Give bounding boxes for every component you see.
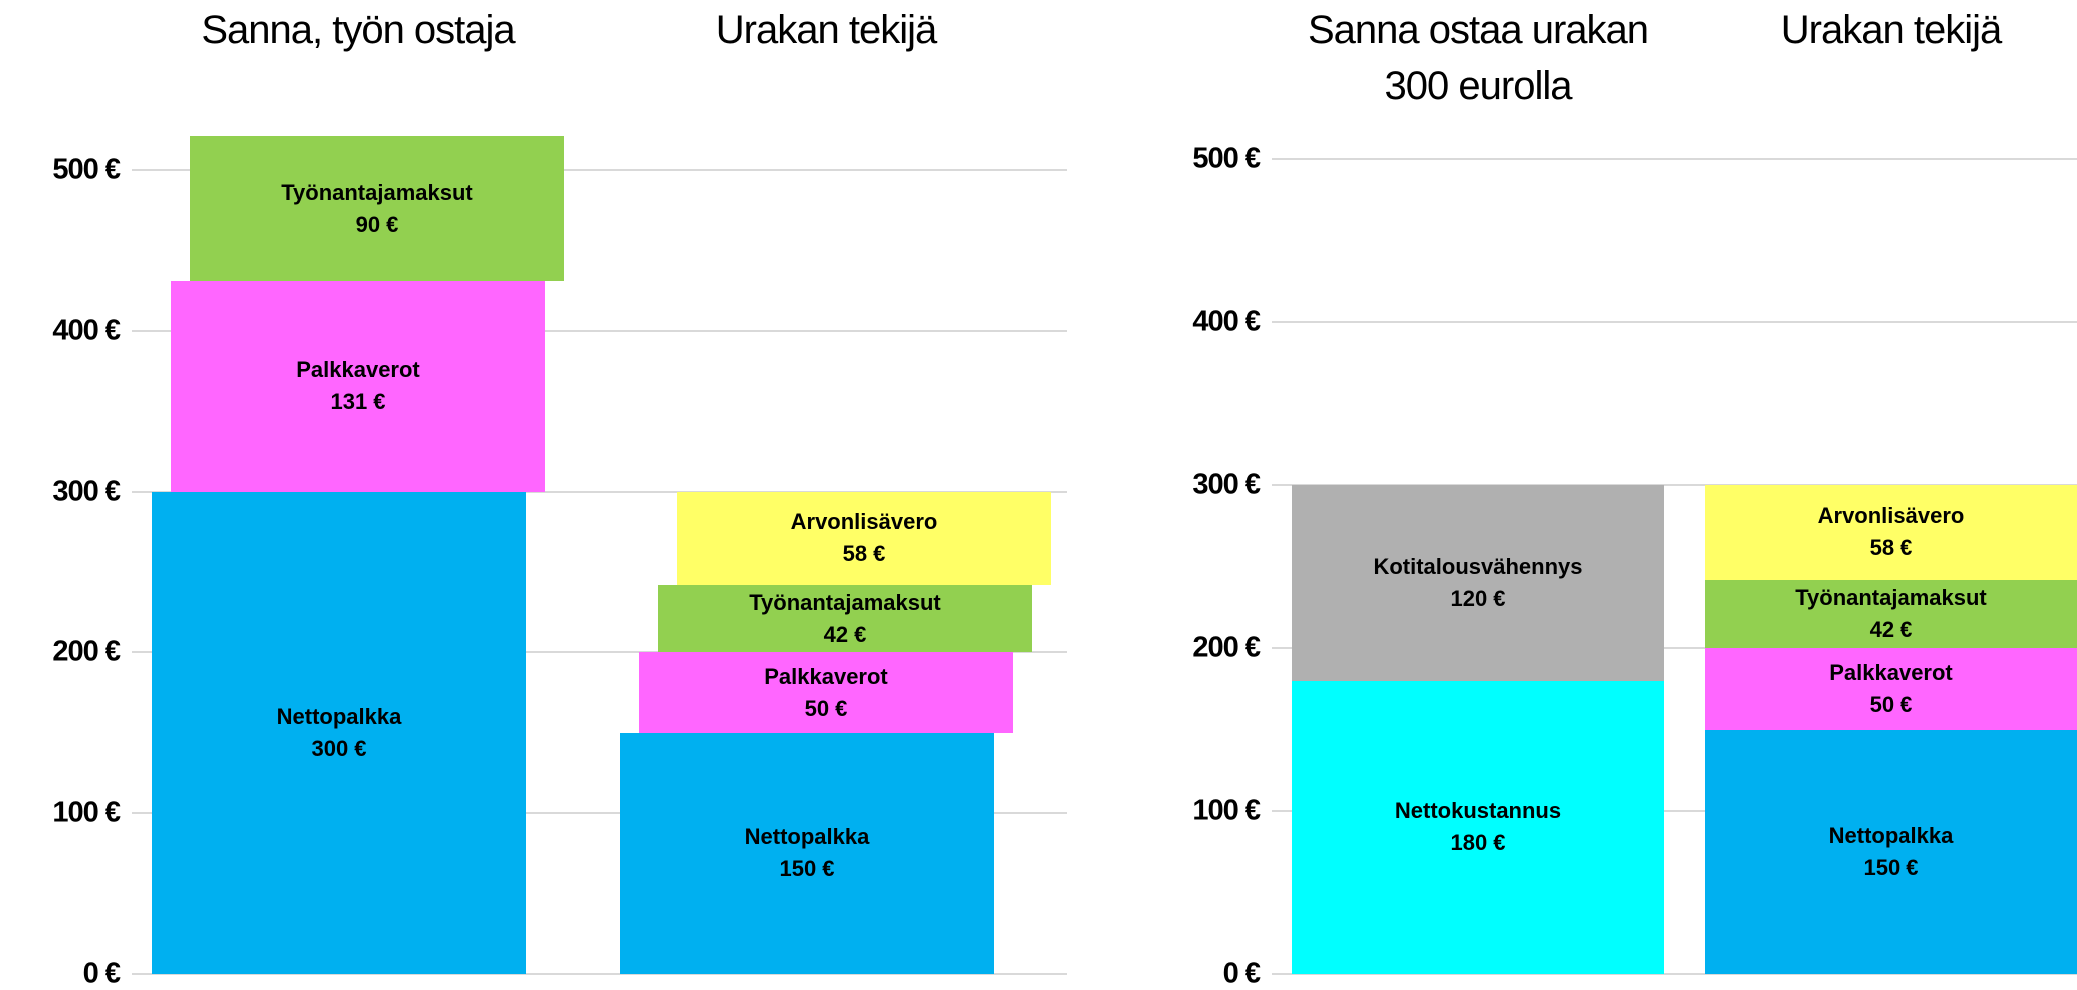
grid-line: [132, 329, 1067, 332]
y-tick-label: 300 €: [52, 475, 121, 508]
grid-line: [1272, 810, 2077, 812]
value-label: 42 €: [823, 621, 867, 647]
y-tick-label: 100 €: [1192, 794, 1261, 827]
y-tick-label: 500 €: [1192, 142, 1261, 175]
grid-line: [1272, 158, 2077, 160]
value-label: 120 €: [1450, 585, 1506, 611]
grid-line: [132, 973, 1067, 975]
value-label: 50 €: [804, 695, 848, 721]
column-title: Urakan tekijä: [715, 8, 937, 52]
grid-line: [1272, 973, 2077, 975]
grid-line: [132, 169, 1067, 171]
bar-segment: Nettokustannus 180 €: [1292, 680, 1664, 974]
segment-name: Työnantajamaksut: [1795, 584, 1987, 610]
value-label: 58 €: [842, 541, 886, 567]
bar-segment: Arvonlisävero 58 €: [677, 491, 1051, 585]
y-tick-label: 200 €: [52, 635, 121, 668]
segment-name: Nettopalkka: [744, 824, 870, 850]
bar-segment: Nettopalkka 150 €: [1705, 729, 2077, 974]
y-tick-label: 400 €: [52, 314, 121, 347]
y-tick-label: 0 €: [82, 957, 121, 990]
bar-segment: Kotitalousvähennys 120 €: [1292, 485, 1664, 681]
segment-name: Työnantajamaksut: [281, 179, 473, 205]
grid-line: [132, 812, 1067, 815]
segment-name: Palkkaverot: [296, 357, 420, 383]
value-label: 180 €: [1450, 830, 1506, 856]
bar-segment: Palkkaverot 131 €: [171, 280, 545, 492]
value-label: 58 €: [1869, 535, 1913, 561]
grid-line: [132, 651, 1067, 654]
y-tick-label: 200 €: [1192, 631, 1261, 664]
segment-name: Arvonlisävero: [1817, 503, 1965, 529]
column-title: Sanna, työn ostaja: [201, 8, 515, 52]
segment-name: Arvonlisävero: [790, 509, 938, 535]
bar-segment: Palkkaverot 50 €: [1705, 648, 2077, 730]
grid-line: [1272, 321, 2077, 323]
value-label: 50 €: [1869, 691, 1913, 717]
grid-line: [1272, 647, 2077, 649]
y-tick-label: 500 €: [52, 153, 121, 186]
bar-segment: Työnantajamaksut 42 €: [1705, 579, 2077, 648]
segment-name: Palkkaverot: [764, 663, 888, 689]
bar-segment: Työnantajamaksut 42 €: [658, 584, 1032, 653]
y-tick-label: 300 €: [1192, 468, 1261, 501]
segment-name: Palkkaverot: [1829, 659, 1953, 685]
value-label: 150 €: [779, 856, 835, 882]
value-label: 42 €: [1869, 616, 1913, 642]
segment-name: Nettopalkka: [276, 703, 402, 729]
grid-line: [1272, 484, 2077, 486]
bar-segment: Arvonlisävero 58 €: [1705, 485, 2077, 580]
grid-line: [132, 490, 1067, 493]
segment-name: Nettopalkka: [1828, 822, 1954, 848]
bar-segment: Työnantajamaksut 90 €: [190, 136, 564, 281]
y-tick-label: 400 €: [1192, 305, 1261, 338]
segment-name: Kotitalousvähennys: [1373, 553, 1583, 579]
bar-segment: Nettopalkka 300 €: [152, 491, 526, 974]
bar-segment: Nettopalkka 150 €: [620, 732, 994, 974]
column-title: Urakan tekijä: [1780, 8, 2002, 52]
value-label: 131 €: [330, 389, 386, 415]
y-tick-label: 100 €: [52, 796, 121, 829]
value-label: 300 €: [311, 735, 367, 761]
column-title: Sanna ostaa urakan 300 eurolla: [1307, 8, 1649, 108]
y-tick-label: 0 €: [1222, 957, 1261, 990]
bar-segment: Palkkaverot 50 €: [639, 652, 1013, 733]
value-label: 150 €: [1863, 854, 1919, 880]
value-label: 90 €: [355, 211, 399, 237]
segment-name: Työnantajamaksut: [749, 589, 941, 615]
segment-name: Nettokustannus: [1394, 798, 1562, 824]
